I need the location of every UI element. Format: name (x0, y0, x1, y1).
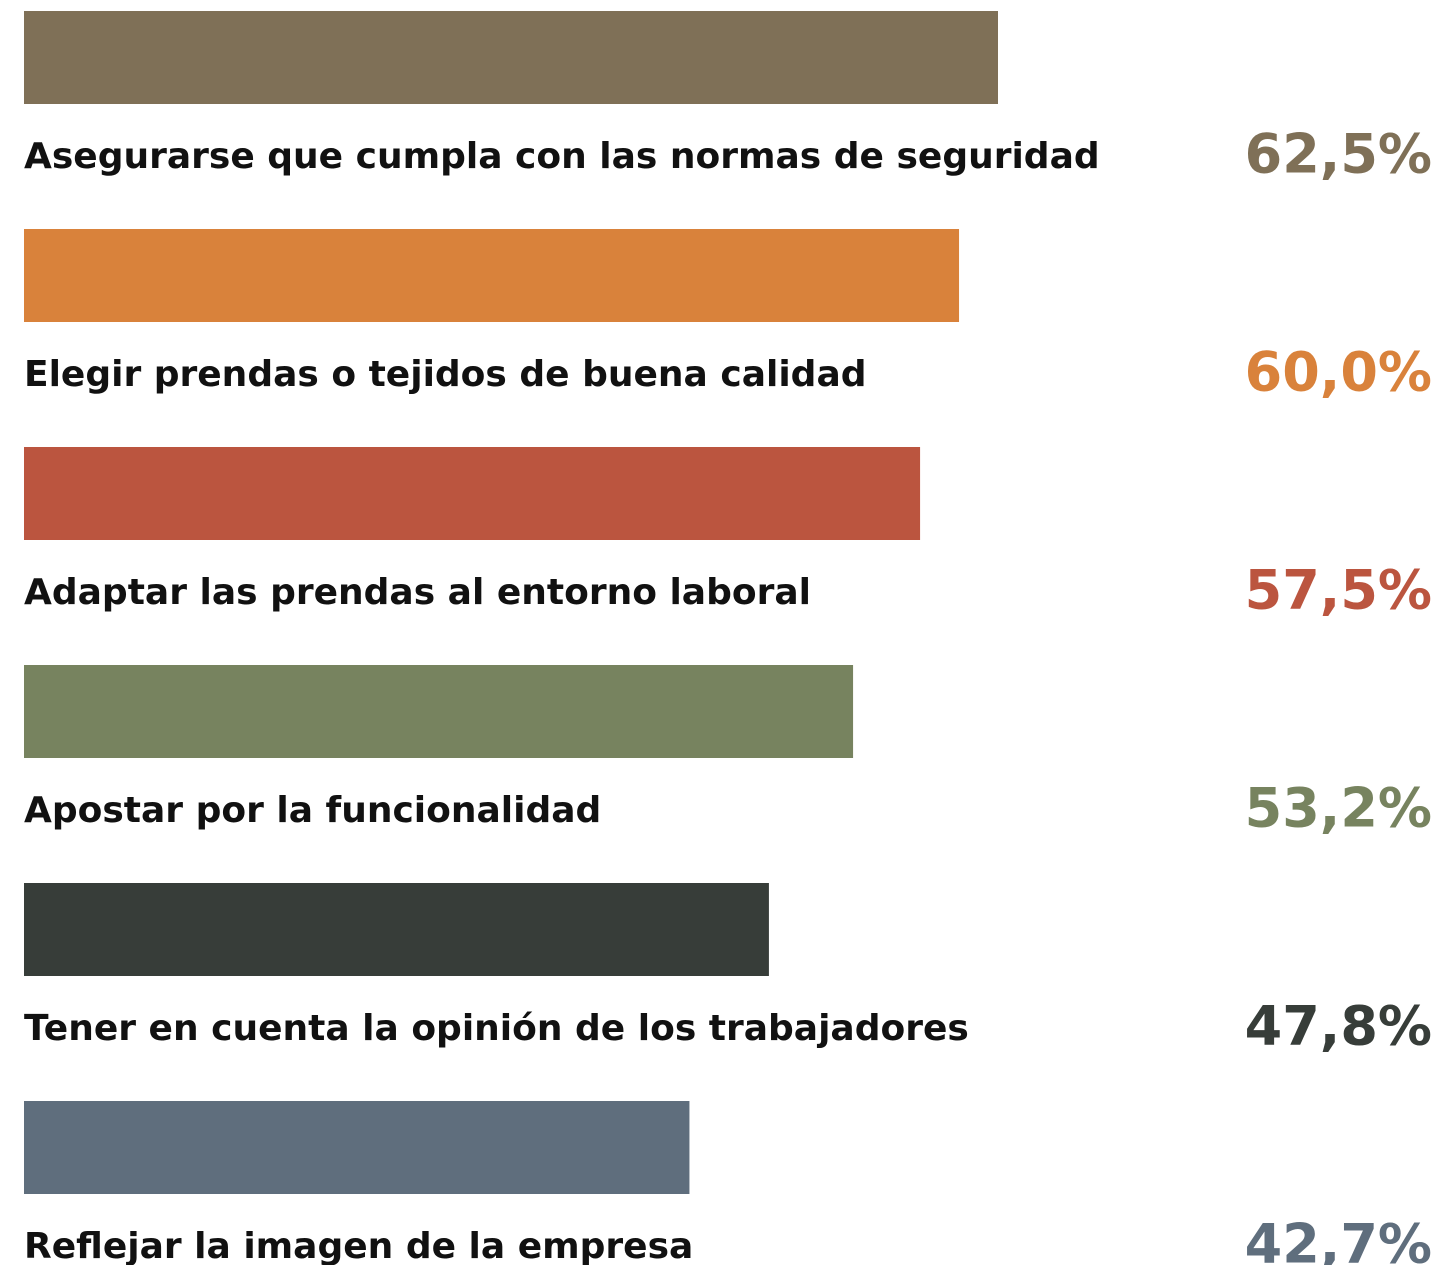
category-label: Adaptar las prendas al entorno laboral (24, 572, 811, 613)
value-label: 47,8% (1245, 995, 1432, 1058)
bar (24, 883, 769, 976)
value-label: 60,0% (1245, 341, 1432, 404)
value-label: 42,7% (1245, 1213, 1432, 1265)
bar (24, 11, 998, 104)
value-label: 57,5% (1245, 559, 1432, 622)
bar (24, 665, 854, 758)
bar (24, 447, 921, 540)
value-label: 62,5% (1245, 123, 1432, 186)
category-label: Asegurarse que cumpla con las normas de … (24, 136, 1100, 177)
bar (24, 229, 960, 322)
category-label: Tener en cuenta la opinión de los trabaj… (24, 1008, 969, 1049)
value-label: 53,2% (1245, 777, 1432, 840)
category-label: Apostar por la funcionalidad (24, 790, 601, 831)
bar (24, 1101, 690, 1194)
category-label: Reflejar la imagen de la empresa (24, 1226, 693, 1265)
category-label: Elegir prendas o tejidos de buena calida… (24, 354, 867, 395)
